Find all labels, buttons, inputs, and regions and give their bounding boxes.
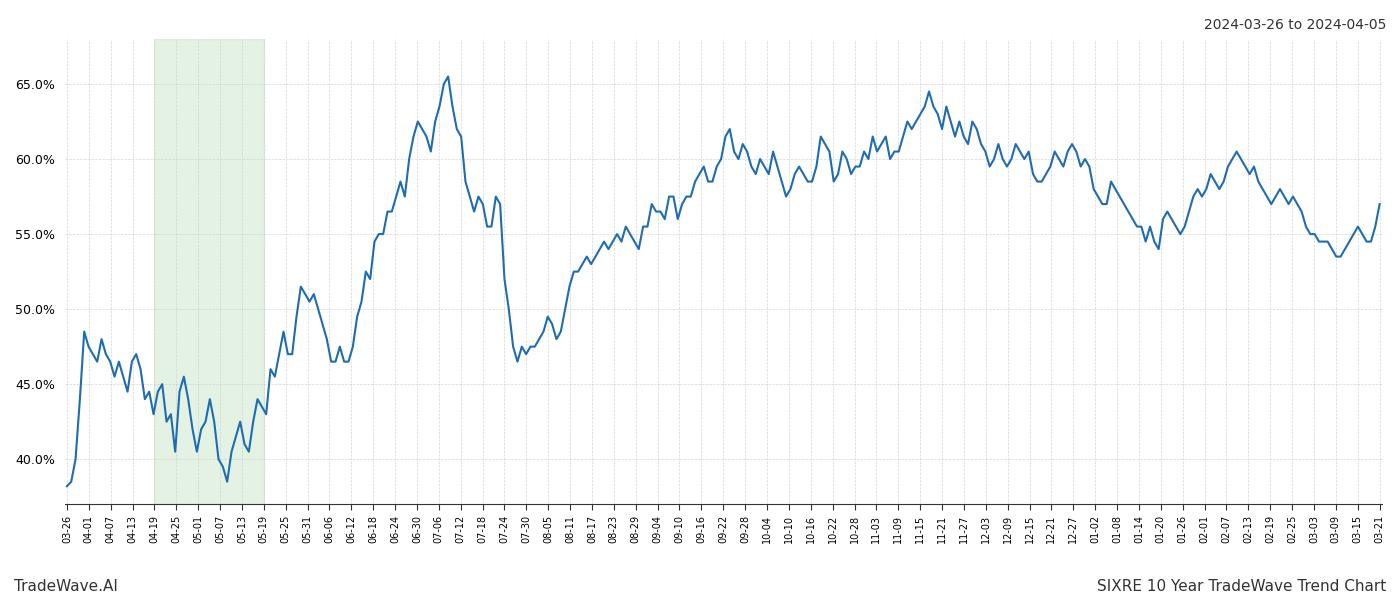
Text: 2024-03-26 to 2024-04-05: 2024-03-26 to 2024-04-05 (1204, 18, 1386, 32)
Bar (154, 39, 263, 504)
Text: TradeWave.AI: TradeWave.AI (14, 579, 118, 594)
Text: SIXRE 10 Year TradeWave Trend Chart: SIXRE 10 Year TradeWave Trend Chart (1096, 579, 1386, 594)
